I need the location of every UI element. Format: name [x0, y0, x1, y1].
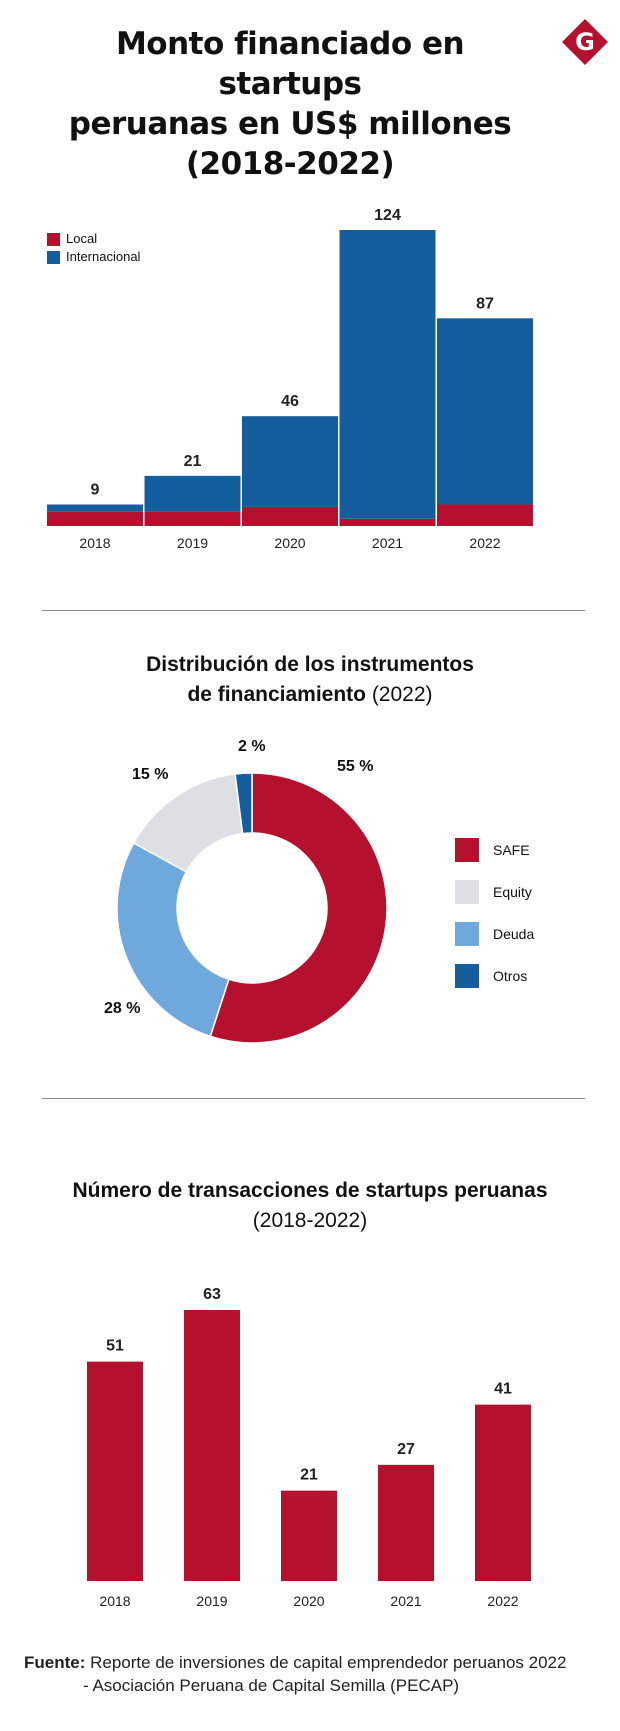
transactions-bar-2020 — [281, 1490, 337, 1581]
bar-total-label-2018: 9 — [91, 482, 100, 499]
logo-diamond — [562, 19, 608, 65]
transactions-bar-2019 — [184, 1310, 240, 1581]
legend-swatch-internacional — [47, 250, 60, 264]
legend-item-otros: Otros — [455, 964, 534, 1006]
bar-total-label-2022: 87 — [476, 295, 494, 312]
transactions-x-tick-2018: 2018 — [99, 1593, 130, 1609]
bar-local-2021 — [339, 518, 436, 526]
transactions-label-2018: 51 — [106, 1338, 124, 1355]
instrument-donut-chart — [116, 772, 388, 1044]
donut-title-year: (2022) — [365, 683, 433, 706]
transactions-bar-2022 — [475, 1404, 531, 1581]
x-tick-2022: 2022 — [469, 535, 500, 551]
bar-total-label-2021: 124 — [374, 207, 401, 224]
pct-label-equity: 15 % — [132, 766, 169, 783]
bar-local-2020 — [242, 506, 338, 526]
bar-internacional-2020 — [242, 416, 338, 507]
bar-total-label-2020: 46 — [281, 393, 299, 410]
legend-swatch-deuda — [455, 922, 479, 946]
publisher-logo: G — [562, 19, 608, 65]
x-tick-2020: 2020 — [274, 535, 305, 551]
donut-slice-deuda — [116, 841, 230, 1038]
instrument-legend: SAFE Equity Deuda Otros — [455, 838, 534, 1006]
donut-title-line-1: Distribución de los instrumentos — [146, 653, 474, 676]
transactions-bar-2021 — [378, 1464, 434, 1581]
divider-2 — [42, 1098, 585, 1099]
pct-label-safe: 55 % — [337, 758, 374, 775]
legend-item-deuda: Deuda — [455, 922, 534, 964]
legend-item-internacional: Internacional — [47, 248, 140, 266]
legend-swatch-otros — [455, 964, 479, 988]
x-tick-2021: 2021 — [372, 535, 403, 551]
transactions-title-line-1: Número de transacciones de startups peru… — [72, 1179, 548, 1202]
funding-stacked-bar-chart: 9 2018 21 2019 46 2020 124 2021 87 2022 — [47, 207, 533, 551]
transactions-bar-chart: 51 2018 63 2019 21 2020 27 2021 41 2022 — [87, 1286, 531, 1609]
legend-label-internacional: Internacional — [66, 249, 141, 264]
divider-1 — [42, 610, 585, 611]
bar-internacional-2022 — [437, 318, 533, 505]
transactions-title-line-2: (2018-2022) — [252, 1209, 368, 1232]
transactions-label-2019: 63 — [203, 1286, 221, 1303]
legend-label-safe: SAFE — [493, 842, 530, 858]
legend-label-equity: Equity — [493, 884, 532, 900]
legend-item-equity: Equity — [455, 880, 534, 922]
source-line-2: - Asociación Peruana de Capital Semilla … — [83, 1676, 460, 1695]
transactions-label-2020: 21 — [300, 1467, 318, 1484]
transactions-x-tick-2020: 2020 — [293, 1593, 324, 1609]
legend-swatch-safe — [455, 838, 479, 862]
source-line-1: Reporte de inversiones de capital empren… — [90, 1653, 567, 1672]
transactions-title: Número de transacciones de startups peru… — [0, 1176, 620, 1236]
legend-swatch-local — [47, 232, 60, 246]
legend-item-safe: SAFE — [455, 838, 534, 880]
bar-total-label-2019: 21 — [184, 453, 202, 470]
donut-slice-safe — [209, 772, 388, 1044]
donut-title: Distribución de los instrumentos de fina… — [0, 650, 620, 710]
logo-letter: G — [575, 28, 595, 56]
transactions-x-tick-2022: 2022 — [487, 1593, 518, 1609]
legend-item-local: Local — [47, 230, 140, 248]
source-note: Fuente: Reporte de inversiones de capita… — [24, 1651, 566, 1697]
legend-label-deuda: Deuda — [493, 926, 535, 942]
transactions-x-tick-2019: 2019 — [196, 1593, 227, 1609]
title-line-3: (2018-2022) — [185, 146, 395, 182]
title-line-1: Monto financiado en startups — [115, 26, 465, 102]
transactions-label-2022: 41 — [494, 1381, 512, 1398]
x-tick-2018: 2018 — [79, 535, 110, 551]
title-line-2: peruanas en US$ millones — [68, 106, 512, 142]
x-tick-2019: 2019 — [177, 535, 208, 551]
donut-title-bold: de financiamiento — [187, 683, 366, 706]
bar-local-2018 — [47, 511, 143, 526]
legend-swatch-equity — [455, 880, 479, 904]
legend-label-otros: Otros — [493, 968, 528, 984]
transactions-bar-2018 — [87, 1361, 143, 1581]
bar-local-2022 — [437, 504, 533, 526]
bar-internacional-2018 — [47, 504, 143, 512]
donut-title-line-2: de financiamiento (2022) — [0, 680, 620, 710]
bar-internacional-2019 — [144, 475, 241, 512]
donut-slice-otros — [234, 772, 253, 835]
source-label: Fuente: — [24, 1653, 86, 1672]
pct-label-deuda: 28 % — [104, 1000, 141, 1017]
bar-local-2019 — [144, 511, 241, 526]
funding-legend: Local Internacional — [47, 230, 140, 266]
transactions-x-tick-2021: 2021 — [390, 1593, 421, 1609]
legend-label-local: Local — [66, 231, 98, 246]
main-title: Monto financiado en startups peruanas en… — [40, 24, 540, 184]
bar-internacional-2021 — [339, 230, 436, 519]
transactions-label-2021: 27 — [397, 1441, 415, 1458]
pct-label-otros: 2 % — [238, 738, 266, 755]
